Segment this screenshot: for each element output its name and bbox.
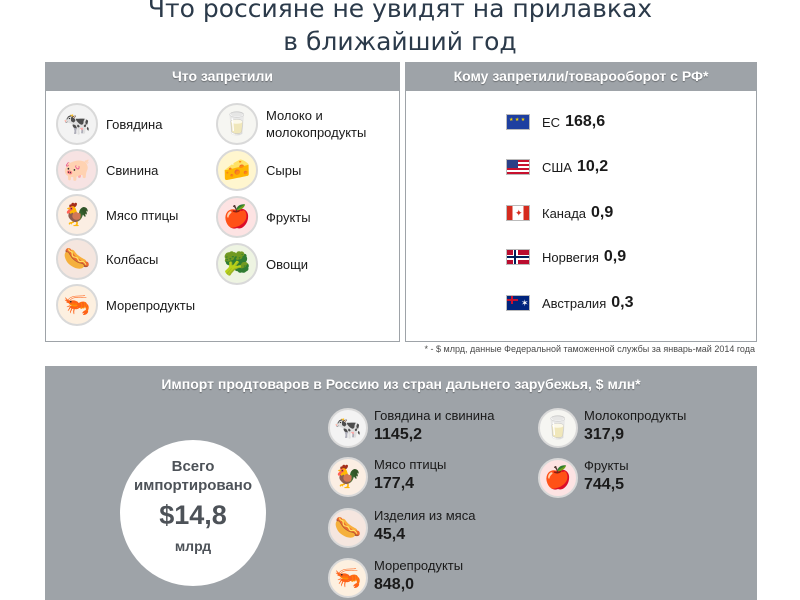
banned-item-label: Сыры [266, 162, 302, 178]
import-item-fruits: 🍎 Фрукты 744,5 [538, 458, 629, 498]
import-item-name: Фрукты [584, 458, 629, 473]
country-name: ЕС [542, 114, 561, 130]
country-name: Австралия [542, 295, 607, 311]
banned-item-label: Колбасы [106, 251, 159, 267]
trade-panel-body: ЕС 168,6 США 10,2 Канада 0,9 Норвегия 0,… [406, 91, 756, 341]
banned-item-vegetables: 🥦 Овощи [216, 243, 308, 285]
cheese-icon: 🧀 [216, 149, 258, 191]
country-name: Норвегия [542, 249, 599, 265]
banned-item-cheese: 🧀 Сыры [216, 149, 301, 191]
import-item-seafood: 🦐 Морепродукты 848,0 [328, 558, 463, 598]
trade-footnote: * - $ млрд, данные Федеральной таможенно… [424, 344, 756, 354]
banned-panel-body: 🐄 Говядина 🐖 Свинина 🐓 Мясо птицы 🌭 Колб… [46, 91, 399, 341]
banned-item-sausages: 🌭 Колбасы [56, 238, 158, 280]
title-line-1: Что россияне не увидят на прилавках [147, 0, 653, 23]
eu-flag-icon [506, 114, 530, 130]
banned-item-label: Молоко и молокопродукты [266, 107, 366, 141]
norway-flag-icon [506, 249, 530, 265]
banned-panel-header: Что запретили [171, 68, 274, 84]
country-value: 0,9 [603, 248, 627, 265]
milk-icon: 🥛 [538, 408, 578, 448]
import-item-meat-products: 🌭 Изделия из мяса 45,4 [328, 508, 475, 548]
rooster-icon: 🐓 [328, 457, 368, 497]
banned-item-label: Овощи [266, 256, 309, 272]
country-name: США [542, 159, 572, 175]
canada-flag-icon [506, 205, 530, 221]
sausage-icon: 🌭 [328, 508, 368, 548]
import-item-name: Морепродукты [374, 558, 464, 573]
country-name: Канада [542, 205, 587, 221]
banned-item-label-line1: Молоко и [266, 108, 323, 123]
apple-icon: 🍎 [538, 458, 578, 498]
banned-item-label: Говядина [106, 116, 163, 132]
total-unit: млрд [174, 538, 212, 554]
import-item-poultry: 🐓 Мясо птицы 177,4 [328, 457, 446, 497]
import-item-value: 848,0 [374, 576, 415, 593]
import-item-beef-pork: 🐄 Говядина и свинина 1145,2 [328, 408, 494, 448]
country-value: 10,2 [576, 158, 609, 175]
cauliflower-icon: 🥦 [216, 243, 258, 285]
banned-panel: Что запретили 🐄 Говядина 🐖 Свинина 🐓 Мяс… [45, 62, 400, 342]
trade-row-norway: Норвегия 0,9 [506, 248, 626, 266]
country-value: 0,9 [591, 204, 614, 221]
banned-item-seafood: 🦐 Морепродукты [56, 284, 195, 326]
trade-row-usa: США 10,2 [506, 158, 608, 176]
country-value: 168,6 [565, 113, 606, 130]
total-line-1: Всего [171, 458, 215, 475]
sausage-icon: 🌭 [56, 238, 98, 280]
import-item-value: 177,4 [374, 475, 415, 492]
import-item-value: 317,9 [584, 426, 625, 443]
banned-item-fruits: 🍎 Фрукты [216, 196, 311, 238]
imports-panel-header: Импорт продтоваров в Россию из стран дал… [161, 376, 641, 392]
trade-row-australia: Австралия 0,3 [506, 294, 633, 312]
milk-icon: 🥛 [216, 103, 258, 145]
cow-icon: 🐄 [56, 103, 98, 145]
trade-row-canada: Канада 0,9 [506, 204, 613, 222]
import-item-dairy: 🥛 Молокопродукты 317,9 [538, 408, 686, 448]
banned-item-label: Мясо птицы [106, 207, 179, 223]
trade-panel-header: Кому запретили/товарооборот с РФ* [453, 68, 709, 84]
banned-item-label-line2: молокопродукты [266, 125, 367, 140]
import-item-value: 1145,2 [374, 426, 423, 443]
import-item-name: Мясо птицы [374, 457, 447, 472]
pig-icon: 🐖 [56, 149, 98, 191]
australia-flag-icon [506, 295, 530, 311]
banned-item-pork: 🐖 Свинина [56, 149, 158, 191]
banned-item-poultry: 🐓 Мясо птицы [56, 194, 178, 236]
banned-item-milk: 🥛 Молоко и молокопродукты [216, 103, 366, 145]
banned-item-beef: 🐄 Говядина [56, 103, 162, 145]
apple-icon: 🍎 [216, 196, 258, 238]
total-amount: $14,8 [159, 500, 227, 530]
shrimp-icon: 🦐 [328, 558, 368, 598]
total-imported-badge: Всего импортировано $14,8 млрд [120, 440, 266, 586]
title-line-2: в ближайший год [283, 27, 517, 56]
trade-row-eu: ЕС 168,6 [506, 113, 605, 131]
import-item-name: Изделия из мяса [374, 508, 476, 523]
banned-item-label: Свинина [106, 162, 159, 178]
import-item-name: Говядина и свинина [374, 408, 495, 423]
banned-item-label: Фрукты [266, 209, 311, 225]
import-item-value: 45,4 [374, 526, 406, 543]
import-item-name: Молокопродукты [584, 408, 687, 423]
trade-panel: Кому запретили/товарооборот с РФ* ЕС 168… [405, 62, 757, 342]
shrimp-icon: 🦐 [56, 284, 98, 326]
rooster-icon: 🐓 [56, 194, 98, 236]
country-value: 0,3 [611, 294, 634, 311]
banned-item-label: Морепродукты [106, 297, 196, 313]
import-item-value: 744,5 [584, 476, 625, 493]
cow-icon: 🐄 [328, 408, 368, 448]
total-line-2: импортировано [134, 477, 252, 494]
us-flag-icon [506, 159, 530, 175]
